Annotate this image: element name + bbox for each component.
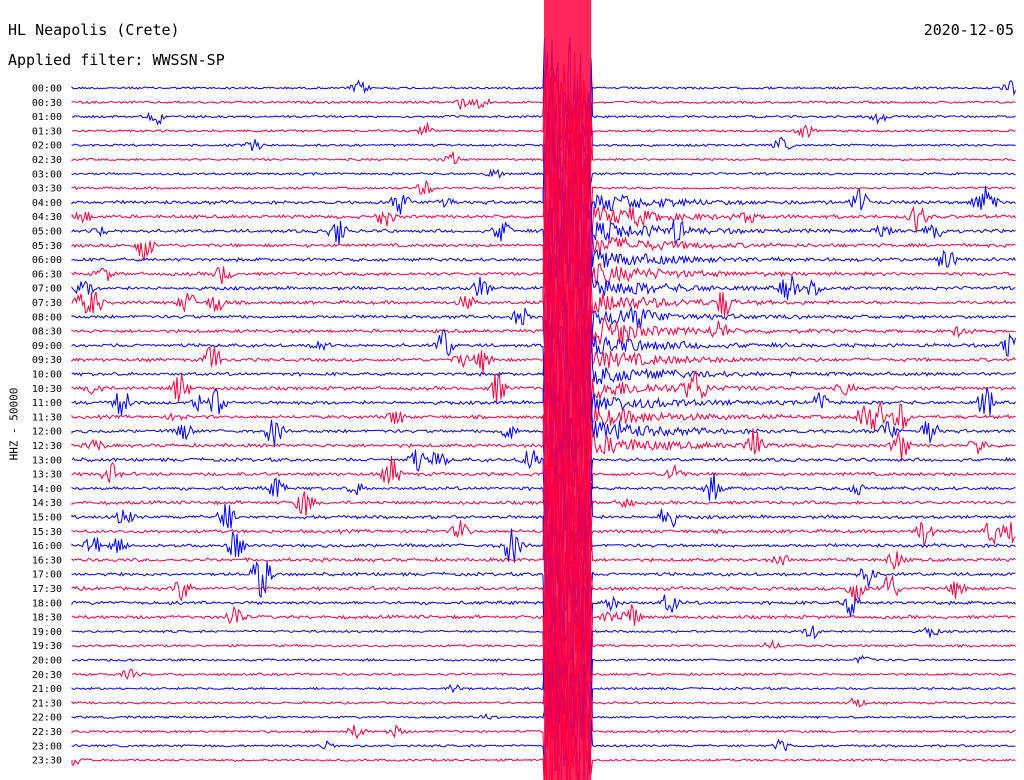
tick-label-31: 15:30 (32, 527, 62, 538)
trace-row-3 (71, 74, 1016, 189)
date-label: 2020-12-05 (923, 21, 1014, 39)
trace-row-0 (71, 36, 1016, 146)
trace-row-15 (71, 241, 1016, 363)
tick-label-9: 04:30 (32, 212, 62, 223)
tick-label-14: 07:00 (32, 284, 62, 295)
trace-row-38 (71, 572, 1016, 691)
tick-label-42: 21:00 (32, 684, 62, 695)
tick-label-7: 03:30 (32, 184, 62, 195)
tick-label-5: 02:30 (32, 155, 62, 166)
tick-label-44: 22:00 (32, 713, 62, 724)
tick-label-0: 00:00 (32, 84, 62, 95)
tick-label-16: 08:00 (32, 312, 62, 323)
tick-label-46: 23:00 (32, 741, 62, 752)
station-title: HL Neapolis (Crete) (8, 21, 180, 39)
tick-label-23: 11:30 (32, 412, 62, 423)
trace-row-6 (71, 114, 1016, 235)
tick-label-38: 19:00 (32, 627, 62, 638)
trace-row-17 (71, 276, 1016, 393)
trace-row-46 (71, 686, 1016, 780)
tick-label-12: 06:00 (32, 255, 62, 266)
tick-label-21: 10:30 (32, 384, 62, 395)
trace-row-31 (71, 471, 1016, 592)
trace-row-34 (71, 519, 1016, 635)
trace-group (71, 0, 1016, 780)
trace-row-18 (71, 292, 1016, 414)
major-event-band (544, 0, 592, 780)
tick-label-20: 10:00 (32, 370, 62, 381)
trace-row-37 (71, 556, 1016, 678)
trace-row-41 (71, 613, 1016, 735)
tick-label-24: 12:00 (32, 427, 62, 438)
trace-row-33 (71, 499, 1016, 611)
trace-row-42 (71, 628, 1016, 749)
trace-row-35 (71, 536, 1016, 647)
tick-label-11: 05:30 (32, 241, 62, 252)
tick-label-32: 16:00 (32, 541, 62, 552)
tick-label-17: 08:30 (32, 327, 62, 338)
tick-label-26: 13:00 (32, 455, 62, 466)
tick-label-28: 14:00 (32, 484, 62, 495)
trace-row-30 (71, 466, 1016, 577)
tick-label-19: 09:30 (32, 355, 62, 366)
tick-label-43: 21:30 (32, 698, 62, 709)
tick-label-27: 13:30 (32, 470, 62, 481)
tick-label-15: 07:30 (32, 298, 62, 309)
tick-label-2: 01:00 (32, 112, 62, 123)
trace-row-23 (71, 356, 1016, 474)
tick-label-18: 09:00 (32, 341, 62, 352)
tick-label-29: 14:30 (32, 498, 62, 509)
trace-row-45 (71, 674, 1016, 780)
tick-label-10: 05:00 (32, 227, 62, 238)
trace-row-43 (71, 644, 1016, 763)
trace-row-20 (71, 309, 1016, 437)
tick-label-40: 20:00 (32, 656, 62, 667)
trace-row-22 (71, 340, 1016, 464)
trace-row-47 (71, 699, 1016, 780)
trace-row-9 (71, 158, 1016, 278)
trace-row-13 (71, 213, 1016, 322)
trace-row-10 (71, 171, 1016, 284)
trace-row-36 (71, 547, 1016, 665)
trace-row-19 (71, 304, 1016, 419)
trace-row-29 (71, 442, 1016, 561)
tick-label-36: 18:00 (32, 598, 62, 609)
tick-label-3: 01:30 (32, 126, 62, 137)
trace-row-11 (71, 178, 1016, 300)
tick-label-1: 00:30 (32, 98, 62, 109)
tick-label-45: 22:30 (32, 727, 62, 738)
tick-label-group: 00:00 00:30 01:00 01:30 02:00 02:30 03:00 03:30… (32, 84, 62, 767)
tick-label-22: 11:00 (32, 398, 62, 409)
trace-row-25 (71, 386, 1016, 492)
trace-row-44 (71, 662, 1016, 775)
tick-label-37: 18:30 (32, 613, 62, 624)
tick-label-8: 04:00 (32, 198, 62, 209)
trace-row-8 (71, 143, 1016, 265)
trace-row-27 (71, 415, 1016, 536)
tick-label-47: 23:30 (32, 756, 62, 767)
tick-label-30: 15:00 (32, 513, 62, 524)
tick-label-33: 16:30 (32, 555, 62, 566)
tick-label-25: 12:30 (32, 441, 62, 452)
tick-label-39: 19:30 (32, 641, 62, 652)
trace-row-39 (71, 587, 1016, 707)
tick-label-41: 20:30 (32, 670, 62, 681)
tick-label-35: 17:30 (32, 584, 62, 595)
filter-label: Applied filter: WWSSN-SP (8, 51, 225, 69)
tick-label-6: 03:00 (32, 169, 62, 180)
trace-row-16 (71, 253, 1016, 377)
tick-label-34: 17:00 (32, 570, 62, 581)
tick-label-13: 06:30 (32, 269, 62, 280)
trace-row-28 (71, 428, 1016, 542)
tick-label-4: 02:00 (32, 141, 62, 152)
trace-row-5 (71, 101, 1016, 219)
